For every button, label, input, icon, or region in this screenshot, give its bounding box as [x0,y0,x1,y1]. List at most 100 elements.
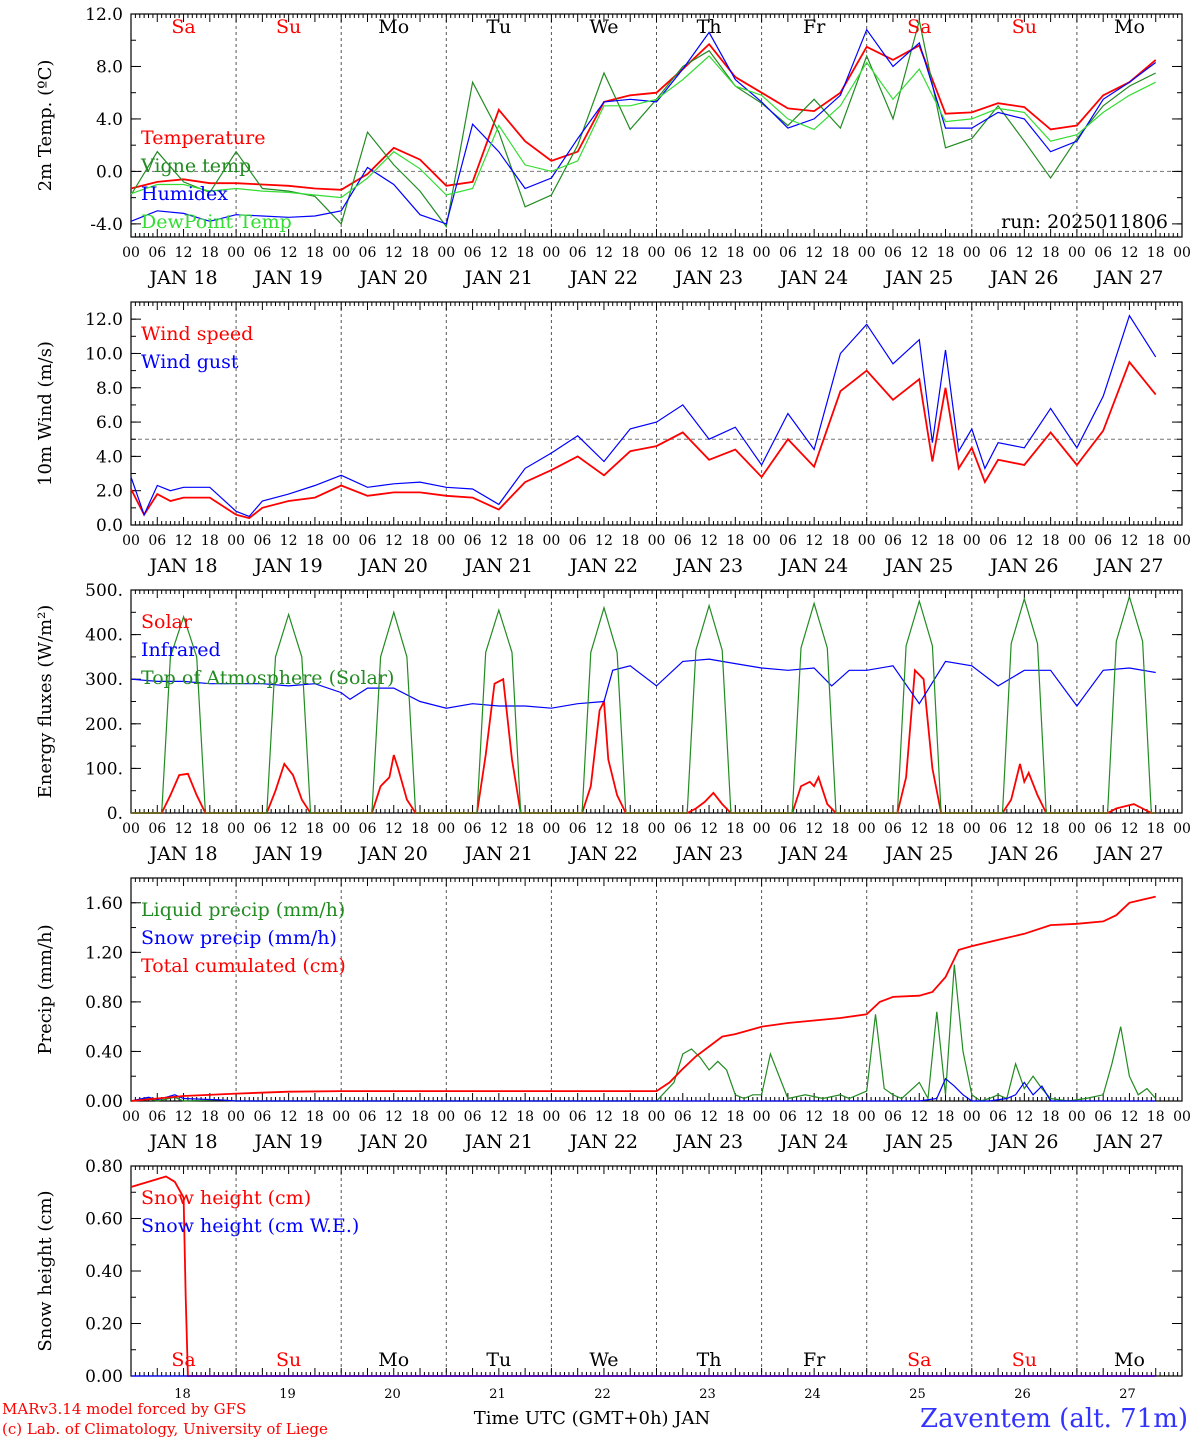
day-number-label: 24 [804,1387,821,1402]
day-label: JAN 20 [358,267,428,289]
y-tick-label: 2.0 [96,482,123,502]
hour-tick-label: 18 [516,245,534,261]
y-tick-label: 0.80 [85,993,123,1013]
legend-entry: Snow height (cm) [141,1187,311,1209]
hour-tick-label: 00 [122,1109,140,1125]
hour-tick-label: 18 [1147,1109,1165,1125]
weekday-label: We [589,1349,618,1371]
hour-tick-label: 12 [175,821,193,837]
day-label: JAN 21 [463,843,533,865]
hour-tick-label: 12 [175,1109,193,1125]
hour-tick-label: 12 [385,245,403,261]
hour-tick-label: 06 [464,821,482,837]
hour-tick-label: 00 [648,245,666,261]
hour-tick-label: 00 [542,821,560,837]
day-label: JAN 22 [568,843,638,865]
credit-line-2: (c) Lab. of Climatology, University of L… [2,1420,328,1438]
hour-tick-label: 18 [411,1109,429,1125]
hour-tick-label: 12 [805,245,823,261]
day-label: JAN 26 [988,843,1058,865]
hour-tick-label: 12 [1015,1109,1033,1125]
hour-tick-label: 12 [595,1109,613,1125]
hour-tick-label: 00 [858,1109,876,1125]
day-label: JAN 21 [463,1131,533,1153]
hour-tick-label: 12 [280,1109,298,1125]
y-tick-label: 8.0 [96,379,123,399]
hour-tick-label: 00 [963,1109,981,1125]
weekday-label: Fr [803,16,826,38]
weekday-label: Mo [378,16,409,38]
y-axis-title: Energy fluxes (W/m²) [35,605,56,799]
weekday-label: Sa [171,16,195,38]
hour-tick-label: 18 [411,533,429,549]
hour-tick-label: 06 [779,533,797,549]
weekday-label: Su [276,1349,301,1371]
day-label: JAN 21 [463,267,533,289]
day-label: JAN 25 [883,843,953,865]
hour-tick-label: 06 [253,821,271,837]
hour-tick-label: 00 [753,1109,771,1125]
hour-tick-label: 12 [1121,1109,1139,1125]
weekday-label: Su [1012,16,1037,38]
hour-tick-label: 18 [621,821,639,837]
hour-tick-label: 12 [595,821,613,837]
y-tick-label: 8.0 [96,57,123,77]
hour-tick-label: 18 [1042,245,1060,261]
hour-tick-label: 12 [910,533,928,549]
y-tick-label: 4.0 [96,447,123,467]
hour-tick-label: 12 [805,533,823,549]
day-label: JAN 25 [883,555,953,577]
hour-tick-label: 00 [332,821,350,837]
weekday-label: Fr [803,1349,826,1371]
hour-tick-label: 00 [437,533,455,549]
day-label: JAN 21 [463,555,533,577]
series-line [130,895,1156,1102]
weekday-label: Mo [1114,16,1145,38]
hour-tick-label: 06 [1094,533,1112,549]
day-label: JAN 20 [358,1131,428,1153]
day-number-label: 18 [174,1387,191,1402]
hour-tick-label: 00 [1068,533,1086,549]
weekday-label: Sa [907,16,931,38]
hour-tick-label: 06 [989,1109,1007,1125]
weekday-label: Tu [486,16,511,38]
hour-tick-label: 12 [700,245,718,261]
hour-tick-label: 18 [201,245,219,261]
day-label: JAN 24 [778,555,848,577]
hour-tick-label: 00 [122,245,140,261]
hour-tick-label: 12 [280,821,298,837]
series-line [130,20,1156,228]
hour-tick-label: 18 [832,533,850,549]
chart-panel-4: 0.00 0.40 0.80 1.20 1.60 Precip (mm/h) 00 06 12 1… [35,877,1191,1153]
hour-tick-label: 00 [648,533,666,549]
series-line [130,1175,1156,1377]
hour-tick-label: 06 [253,1109,271,1125]
hour-tick-label: 06 [1094,1109,1112,1125]
hour-tick-label: 12 [1121,821,1139,837]
day-number-label: 26 [1014,1387,1031,1402]
day-label: JAN 27 [1093,267,1163,289]
day-label: JAN 27 [1093,843,1163,865]
legend-entry: Liquid precip (mm/h) [141,899,345,921]
weekday-label: Th [697,1349,722,1371]
y-tick-label: 0.00 [85,1367,123,1387]
chart-panel-5: 0.00 0.20 0.40 0.60 0.80 Snow height (cm) Snow… [35,1157,1183,1387]
day-label: JAN 23 [673,555,743,577]
hour-tick-label: 00 [753,533,771,549]
hour-tick-label: 12 [595,533,613,549]
hour-tick-label: 06 [359,245,377,261]
legend-entry: Temperature [141,127,265,149]
hour-tick-label: 06 [359,533,377,549]
hour-tick-label: 00 [753,245,771,261]
legend-entry: Infrared [141,639,221,661]
weekday-label: Sa [907,1349,931,1371]
y-axis-title: 2m Temp. (ºC) [35,60,56,192]
legend-entry: Snow height (cm W.E.) [141,1215,359,1237]
series-line [130,55,1156,199]
day-label: JAN 25 [883,1131,953,1153]
legend-entry: Wind speed [141,323,253,345]
legend-entry: Snow precip (mm/h) [141,927,337,949]
hour-tick-label: 18 [937,533,955,549]
y-tick-label: 100. [85,759,123,779]
